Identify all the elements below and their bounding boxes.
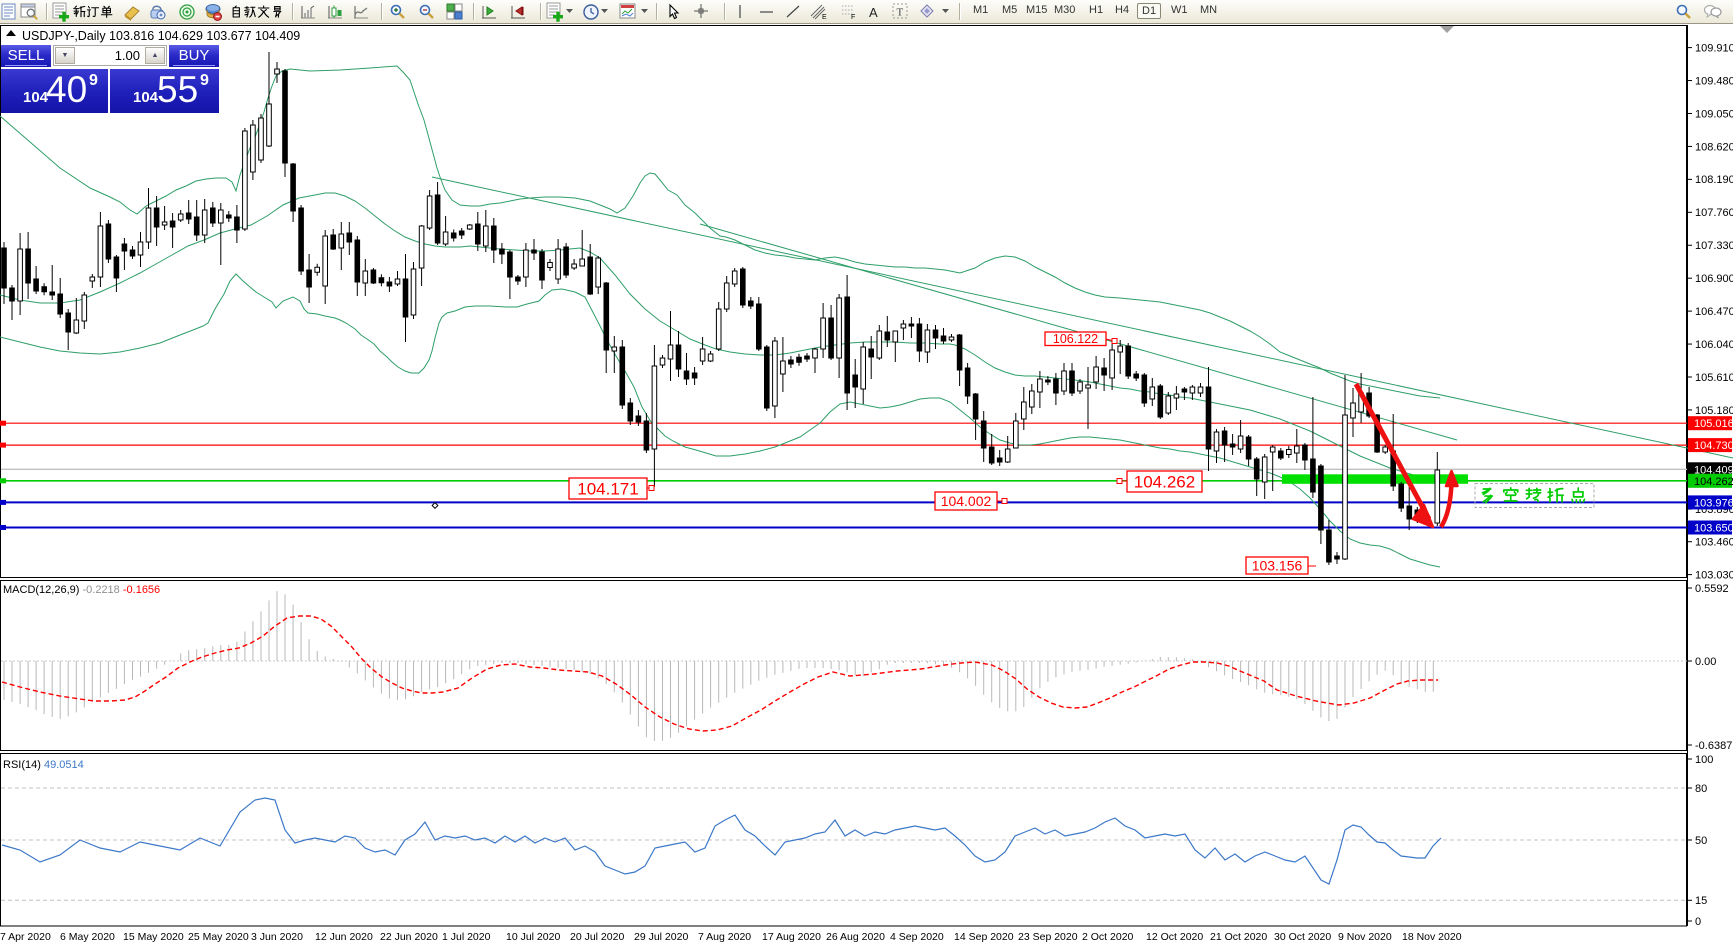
svg-text:104.262: 104.262 [1134, 472, 1195, 491]
svg-text:108.190: 108.190 [1695, 174, 1733, 186]
svg-text:106.900: 106.900 [1695, 273, 1733, 285]
svg-text:106.040: 106.040 [1695, 339, 1733, 351]
svg-text:105.180: 105.180 [1695, 405, 1733, 417]
svg-text:109.480: 109.480 [1695, 75, 1733, 87]
svg-text:106.470: 106.470 [1695, 306, 1733, 318]
svg-text:9 Nov 2020: 9 Nov 2020 [1338, 931, 1392, 943]
svg-text:17 Aug 2020: 17 Aug 2020 [762, 931, 821, 943]
svg-text:26 Aug 2020: 26 Aug 2020 [826, 931, 885, 943]
svg-text:103.030: 103.030 [1695, 569, 1733, 581]
svg-text:105.610: 105.610 [1695, 372, 1733, 384]
svg-text:103.156: 103.156 [1252, 557, 1303, 573]
svg-text:103.460: 103.460 [1695, 537, 1733, 549]
svg-text:109.050: 109.050 [1695, 108, 1733, 120]
svg-text:104.171: 104.171 [577, 479, 638, 498]
svg-text:105.016: 105.016 [1694, 418, 1733, 430]
svg-text:RSI(14) 49.0514: RSI(14) 49.0514 [3, 759, 84, 771]
svg-text:22 Jun 2020: 22 Jun 2020 [380, 931, 438, 943]
svg-text:104.002: 104.002 [941, 493, 992, 509]
svg-text:1 Jul 2020: 1 Jul 2020 [442, 931, 491, 943]
svg-text:4 Sep 2020: 4 Sep 2020 [890, 931, 944, 943]
svg-text:T: T [897, 7, 904, 19]
svg-text:0: 0 [1695, 916, 1701, 928]
svg-text:107.330: 107.330 [1695, 240, 1733, 252]
svg-text:25 May 2020: 25 May 2020 [188, 931, 249, 943]
svg-text:7 Aug 2020: 7 Aug 2020 [698, 931, 751, 943]
svg-text:20 Jul 2020: 20 Jul 2020 [570, 931, 624, 943]
svg-text:103.976: 103.976 [1694, 497, 1733, 509]
svg-text:14 Sep 2020: 14 Sep 2020 [954, 931, 1014, 943]
svg-text:100: 100 [1695, 754, 1713, 766]
svg-text:50: 50 [1695, 835, 1707, 847]
svg-text:104.409: 104.409 [1694, 464, 1733, 476]
svg-text:10 Jul 2020: 10 Jul 2020 [506, 931, 560, 943]
svg-text:106.122: 106.122 [1053, 332, 1098, 346]
svg-text:3 Jun 2020: 3 Jun 2020 [251, 931, 303, 943]
svg-text:30 Oct 2020: 30 Oct 2020 [1274, 931, 1331, 943]
svg-text:108.620: 108.620 [1695, 141, 1733, 153]
svg-text:15: 15 [1695, 895, 1707, 907]
svg-text:109.910: 109.910 [1695, 42, 1733, 54]
svg-text:6 May 2020: 6 May 2020 [60, 931, 115, 943]
svg-text:-0.6387: -0.6387 [1695, 740, 1732, 752]
svg-text:21 Oct 2020: 21 Oct 2020 [1210, 931, 1267, 943]
svg-text:MACD(12,26,9) -0.2218 -0.1656: MACD(12,26,9) -0.2218 -0.1656 [3, 584, 160, 596]
svg-text:E: E [822, 14, 827, 21]
svg-text:18 Nov 2020: 18 Nov 2020 [1402, 931, 1462, 943]
svg-text:104.730: 104.730 [1694, 440, 1733, 452]
svg-text:0.00: 0.00 [1695, 656, 1716, 668]
svg-text:15 May 2020: 15 May 2020 [123, 931, 184, 943]
svg-text:7 Apr 2020: 7 Apr 2020 [0, 931, 51, 943]
svg-text:2 Oct 2020: 2 Oct 2020 [1082, 931, 1134, 943]
svg-text:A: A [869, 5, 878, 20]
svg-text:107.760: 107.760 [1695, 207, 1733, 219]
svg-text:29 Jul 2020: 29 Jul 2020 [634, 931, 688, 943]
svg-text:12 Oct 2020: 12 Oct 2020 [1146, 931, 1203, 943]
svg-text:12 Jun 2020: 12 Jun 2020 [315, 931, 373, 943]
svg-text:F: F [851, 14, 855, 21]
svg-text:104.262: 104.262 [1694, 476, 1733, 488]
svg-text:23 Sep 2020: 23 Sep 2020 [1018, 931, 1078, 943]
svg-text:USDJPY-,Daily 103.816 104.629: USDJPY-,Daily 103.816 104.629 103.677 10… [22, 29, 300, 43]
svg-text:80: 80 [1695, 783, 1707, 795]
svg-text:0.5592: 0.5592 [1695, 583, 1729, 595]
svg-text:103.650: 103.650 [1694, 523, 1733, 535]
